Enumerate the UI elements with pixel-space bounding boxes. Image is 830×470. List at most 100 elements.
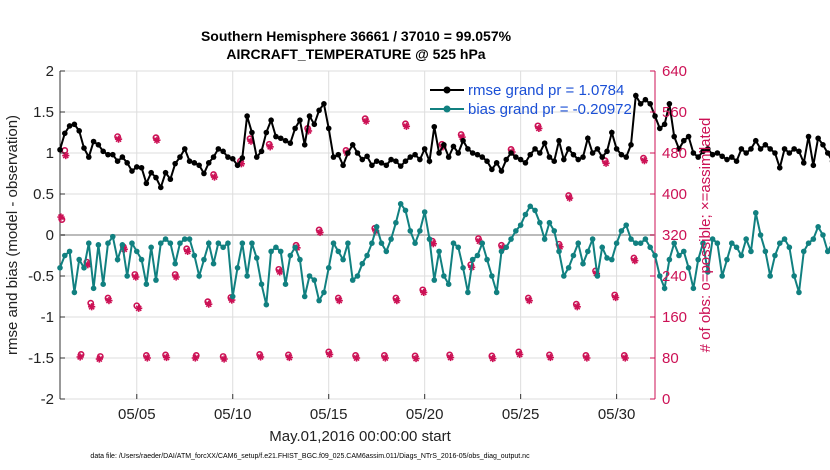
bias-point: [781, 236, 788, 242]
assimilated-obs-marker: [76, 353, 84, 361]
rmse-point: [109, 151, 116, 158]
y-right-tick-label: 80: [662, 350, 679, 367]
legend: rmse grand pr = 1.0784 bias grand pr = -…: [430, 82, 632, 118]
bias-point: [743, 236, 749, 242]
rmse-point: [695, 154, 701, 160]
rmse-point: [225, 154, 231, 160]
rmse-point: [772, 150, 778, 156]
asterisk-stroke: [393, 297, 400, 304]
bias-point: [431, 277, 438, 283]
rmse-point: [205, 160, 212, 166]
rmse-point: [609, 129, 615, 136]
asterisk-stroke: [205, 301, 212, 308]
bias-point: [647, 244, 654, 251]
assimilated-obs-marker: [573, 303, 581, 311]
rmse-point: [325, 125, 332, 132]
assimilated-obs-marker: [285, 353, 293, 362]
assimilated-obs-marker: [393, 297, 401, 305]
rmse-point: [815, 135, 821, 142]
bias-point: [613, 240, 620, 246]
bias-point: [177, 240, 183, 246]
assimilated-obs-marker: [256, 353, 265, 361]
bias-point: [513, 228, 519, 234]
asterisk-stroke: [353, 354, 360, 362]
assimilated-obs-marker: [95, 355, 103, 363]
rmse-point: [229, 155, 236, 162]
bias-point: [815, 224, 821, 230]
rmse-point: [613, 146, 620, 152]
rmse-point: [748, 146, 754, 152]
rmse-point: [76, 128, 82, 134]
asterisk-stroke: [516, 351, 523, 358]
rmse-point: [738, 146, 745, 152]
bias-point: [704, 269, 711, 275]
bias-point: [455, 244, 462, 251]
assimilated-obs-marker: [88, 303, 96, 311]
bias-point: [527, 203, 534, 210]
bias-point: [133, 248, 140, 255]
bias-point: [253, 255, 260, 261]
assimilated-obs-marker: [326, 350, 334, 359]
rmse-point: [709, 151, 716, 158]
rmse-point: [704, 146, 711, 152]
bias-point: [767, 273, 773, 279]
bias-point: [306, 273, 313, 279]
rmse-point: [599, 154, 606, 160]
rmse-point: [349, 142, 356, 148]
bias-point: [90, 285, 97, 292]
asterisk-stroke: [566, 195, 573, 202]
bias-point: [585, 248, 591, 255]
bias-point: [172, 260, 178, 267]
rmse-point: [565, 146, 572, 152]
rmse-point: [460, 137, 466, 144]
y-tick-label: 0: [46, 227, 54, 244]
rmse-point: [119, 154, 126, 160]
assimilated-obs-marker: [583, 354, 591, 362]
asterisk-stroke: [622, 354, 629, 362]
rmse-point: [234, 162, 241, 169]
assimilated-obs-marker: [153, 136, 161, 144]
bias-point: [95, 242, 102, 248]
bias-point: [383, 248, 390, 255]
bias-point: [537, 219, 543, 226]
assimilated-obs-marker: [412, 354, 420, 363]
asterisk-stroke: [476, 238, 483, 245]
bias-point: [498, 248, 505, 255]
assimilated-obs-marker: [352, 354, 361, 362]
rmse-point: [647, 101, 654, 107]
asterisk-stroke: [96, 355, 103, 363]
bias-point: [148, 244, 154, 251]
assimilated-obs-marker: [316, 228, 324, 237]
bias-point: [791, 273, 797, 279]
bias-point: [796, 289, 802, 296]
asterisk-stroke: [526, 297, 533, 304]
data-file-footer: data file: /Users/raeder/DAI/ATM_forcXX/…: [90, 453, 530, 460]
rmse-point: [810, 162, 817, 169]
rmse-point: [786, 150, 793, 156]
rmse-point: [412, 151, 418, 158]
bias-point: [493, 289, 500, 296]
rmse-point: [800, 160, 807, 166]
rmse-point: [776, 164, 783, 171]
bias-point: [628, 236, 634, 242]
asterisk-stroke: [184, 248, 191, 255]
legend-bias-marker: [443, 105, 451, 113]
rmse-point: [791, 146, 797, 152]
bias-point: [181, 236, 188, 242]
rmse-point: [301, 142, 308, 148]
bias-point: [551, 228, 558, 234]
asterisk-stroke: [57, 213, 65, 221]
bias-point: [820, 232, 826, 238]
bias-point: [369, 240, 375, 246]
assimilated-obs-marker: [335, 297, 343, 305]
rmse-point: [618, 151, 625, 158]
rmse-point: [575, 156, 582, 163]
bias-point: [695, 256, 701, 263]
rmse-point: [129, 168, 135, 174]
bias-point: [676, 252, 682, 259]
rmse-series: [57, 92, 830, 191]
rmse-point: [796, 148, 802, 155]
rmse-point: [393, 158, 399, 164]
